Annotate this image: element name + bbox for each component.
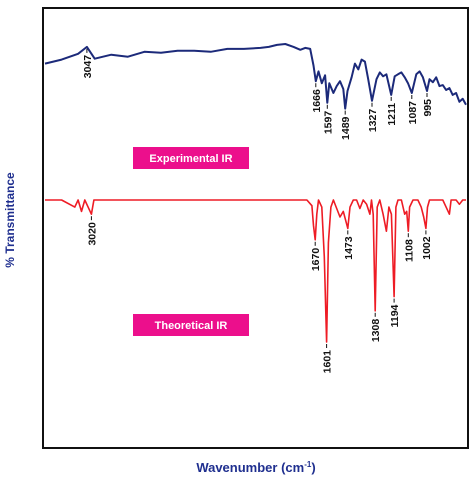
experimental-peak-label-1087: 1087 xyxy=(407,101,419,125)
theoretical-peak-label-1308: 1308 xyxy=(370,319,382,343)
theoretical-peak-label-3020: 3020 xyxy=(86,222,98,246)
x-axis-title-superscript: -1 xyxy=(304,460,312,469)
theoretical-peak-label-1194: 1194 xyxy=(389,304,401,327)
experimental-peak-label-995: 995 xyxy=(422,99,434,117)
experimental-spectrum-line xyxy=(44,43,467,110)
x-axis-title-end: ) xyxy=(311,460,315,475)
experimental-ir-badge xyxy=(133,147,249,169)
theoretical-peak-label-1473: 1473 xyxy=(343,236,355,260)
x-axis-title: Wavenumber (cm-1) xyxy=(196,460,315,475)
experimental-peak-label-1597: 1597 xyxy=(322,111,334,135)
theoretical-peak-label-1670: 1670 xyxy=(310,248,322,272)
experimental-peak-label-1327: 1327 xyxy=(367,109,379,133)
theoretical-spectrum-line xyxy=(45,199,466,343)
theoretical-peak-label-1601: 1601 xyxy=(322,350,334,374)
theoretical-ir-badge xyxy=(133,314,249,336)
experimental-peak-label-3047: 3047 xyxy=(82,55,94,79)
theoretical-ir-badge-label: Theoretical IR xyxy=(155,320,228,332)
theoretical-peak-label-1108: 1108 xyxy=(403,239,415,262)
experimental-peak-label-1489: 1489 xyxy=(340,116,352,140)
theoretical-peak-label-1002: 1002 xyxy=(421,236,433,260)
experimental-ir-badge-label: Experimental IR xyxy=(149,153,232,165)
experimental-peak-label-1666: 1666 xyxy=(311,89,323,113)
experimental-peak-label-1211: 1211 xyxy=(386,103,398,126)
x-axis-title-main: Wavenumber (cm xyxy=(196,460,304,475)
y-axis-title: % Transmittance xyxy=(3,172,17,268)
plot-frame xyxy=(42,7,469,449)
